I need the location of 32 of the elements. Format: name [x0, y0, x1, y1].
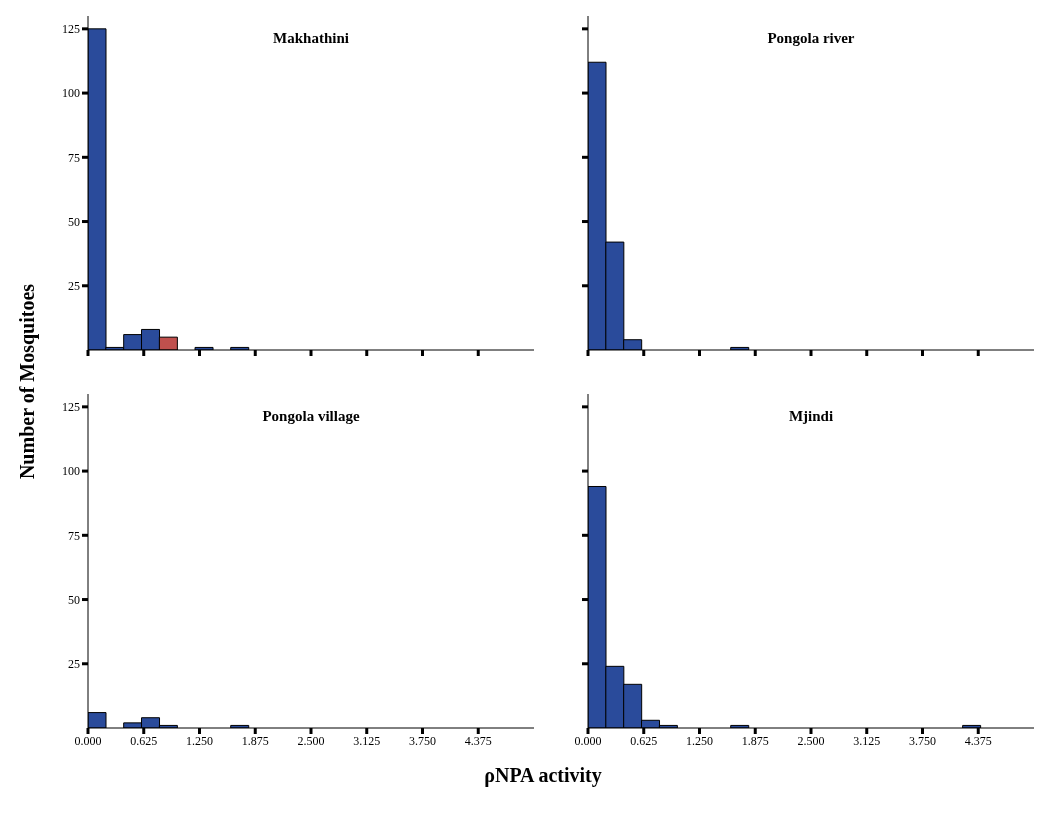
- x-tick-label: 3.750: [909, 733, 936, 748]
- x-tick-label: 3.125: [353, 733, 381, 748]
- x-tick-label: 4.375: [464, 733, 492, 748]
- x-tick-label: 3.750: [409, 733, 436, 748]
- y-tick-label: 100: [62, 464, 80, 479]
- x-tick-label: 0.625: [630, 733, 658, 748]
- text: Pongola village: [261, 408, 361, 425]
- y-tick-label: 50: [68, 592, 80, 607]
- text: Mjindi: [787, 408, 835, 425]
- x-tick-label: 1.875: [241, 733, 269, 748]
- x-tick-label: 2.500: [297, 733, 325, 748]
- y-tick-label: 125: [62, 400, 80, 415]
- x-tick-label: 0.000: [74, 733, 102, 748]
- y-tick-label: 125: [62, 22, 80, 37]
- x-tick-label: 1.250: [186, 733, 213, 748]
- y-axis-title: Number of Mosquitoes: [16, 283, 40, 479]
- y-tick-label: 100: [62, 86, 80, 101]
- y-tick-label: 25: [68, 279, 80, 294]
- y-tick-label: 25: [68, 657, 80, 672]
- x-tick-label: 0.625: [130, 733, 158, 748]
- y-tick-label: 75: [68, 150, 80, 165]
- text: Pongola river: [766, 30, 856, 47]
- x-tick-label: 2.500: [797, 733, 825, 748]
- x-tick-label: 0.000: [574, 733, 602, 748]
- x-tick-label: 1.875: [741, 733, 769, 748]
- text: Makhathini: [272, 30, 350, 47]
- x-axis-title: ρNPA activity: [483, 764, 603, 787]
- x-tick-label: 4.375: [964, 733, 992, 748]
- x-tick-label: 3.125: [853, 733, 881, 748]
- y-tick-label: 50: [68, 214, 80, 229]
- y-tick-label: 75: [68, 528, 80, 543]
- x-tick-label: 1.250: [686, 733, 713, 748]
